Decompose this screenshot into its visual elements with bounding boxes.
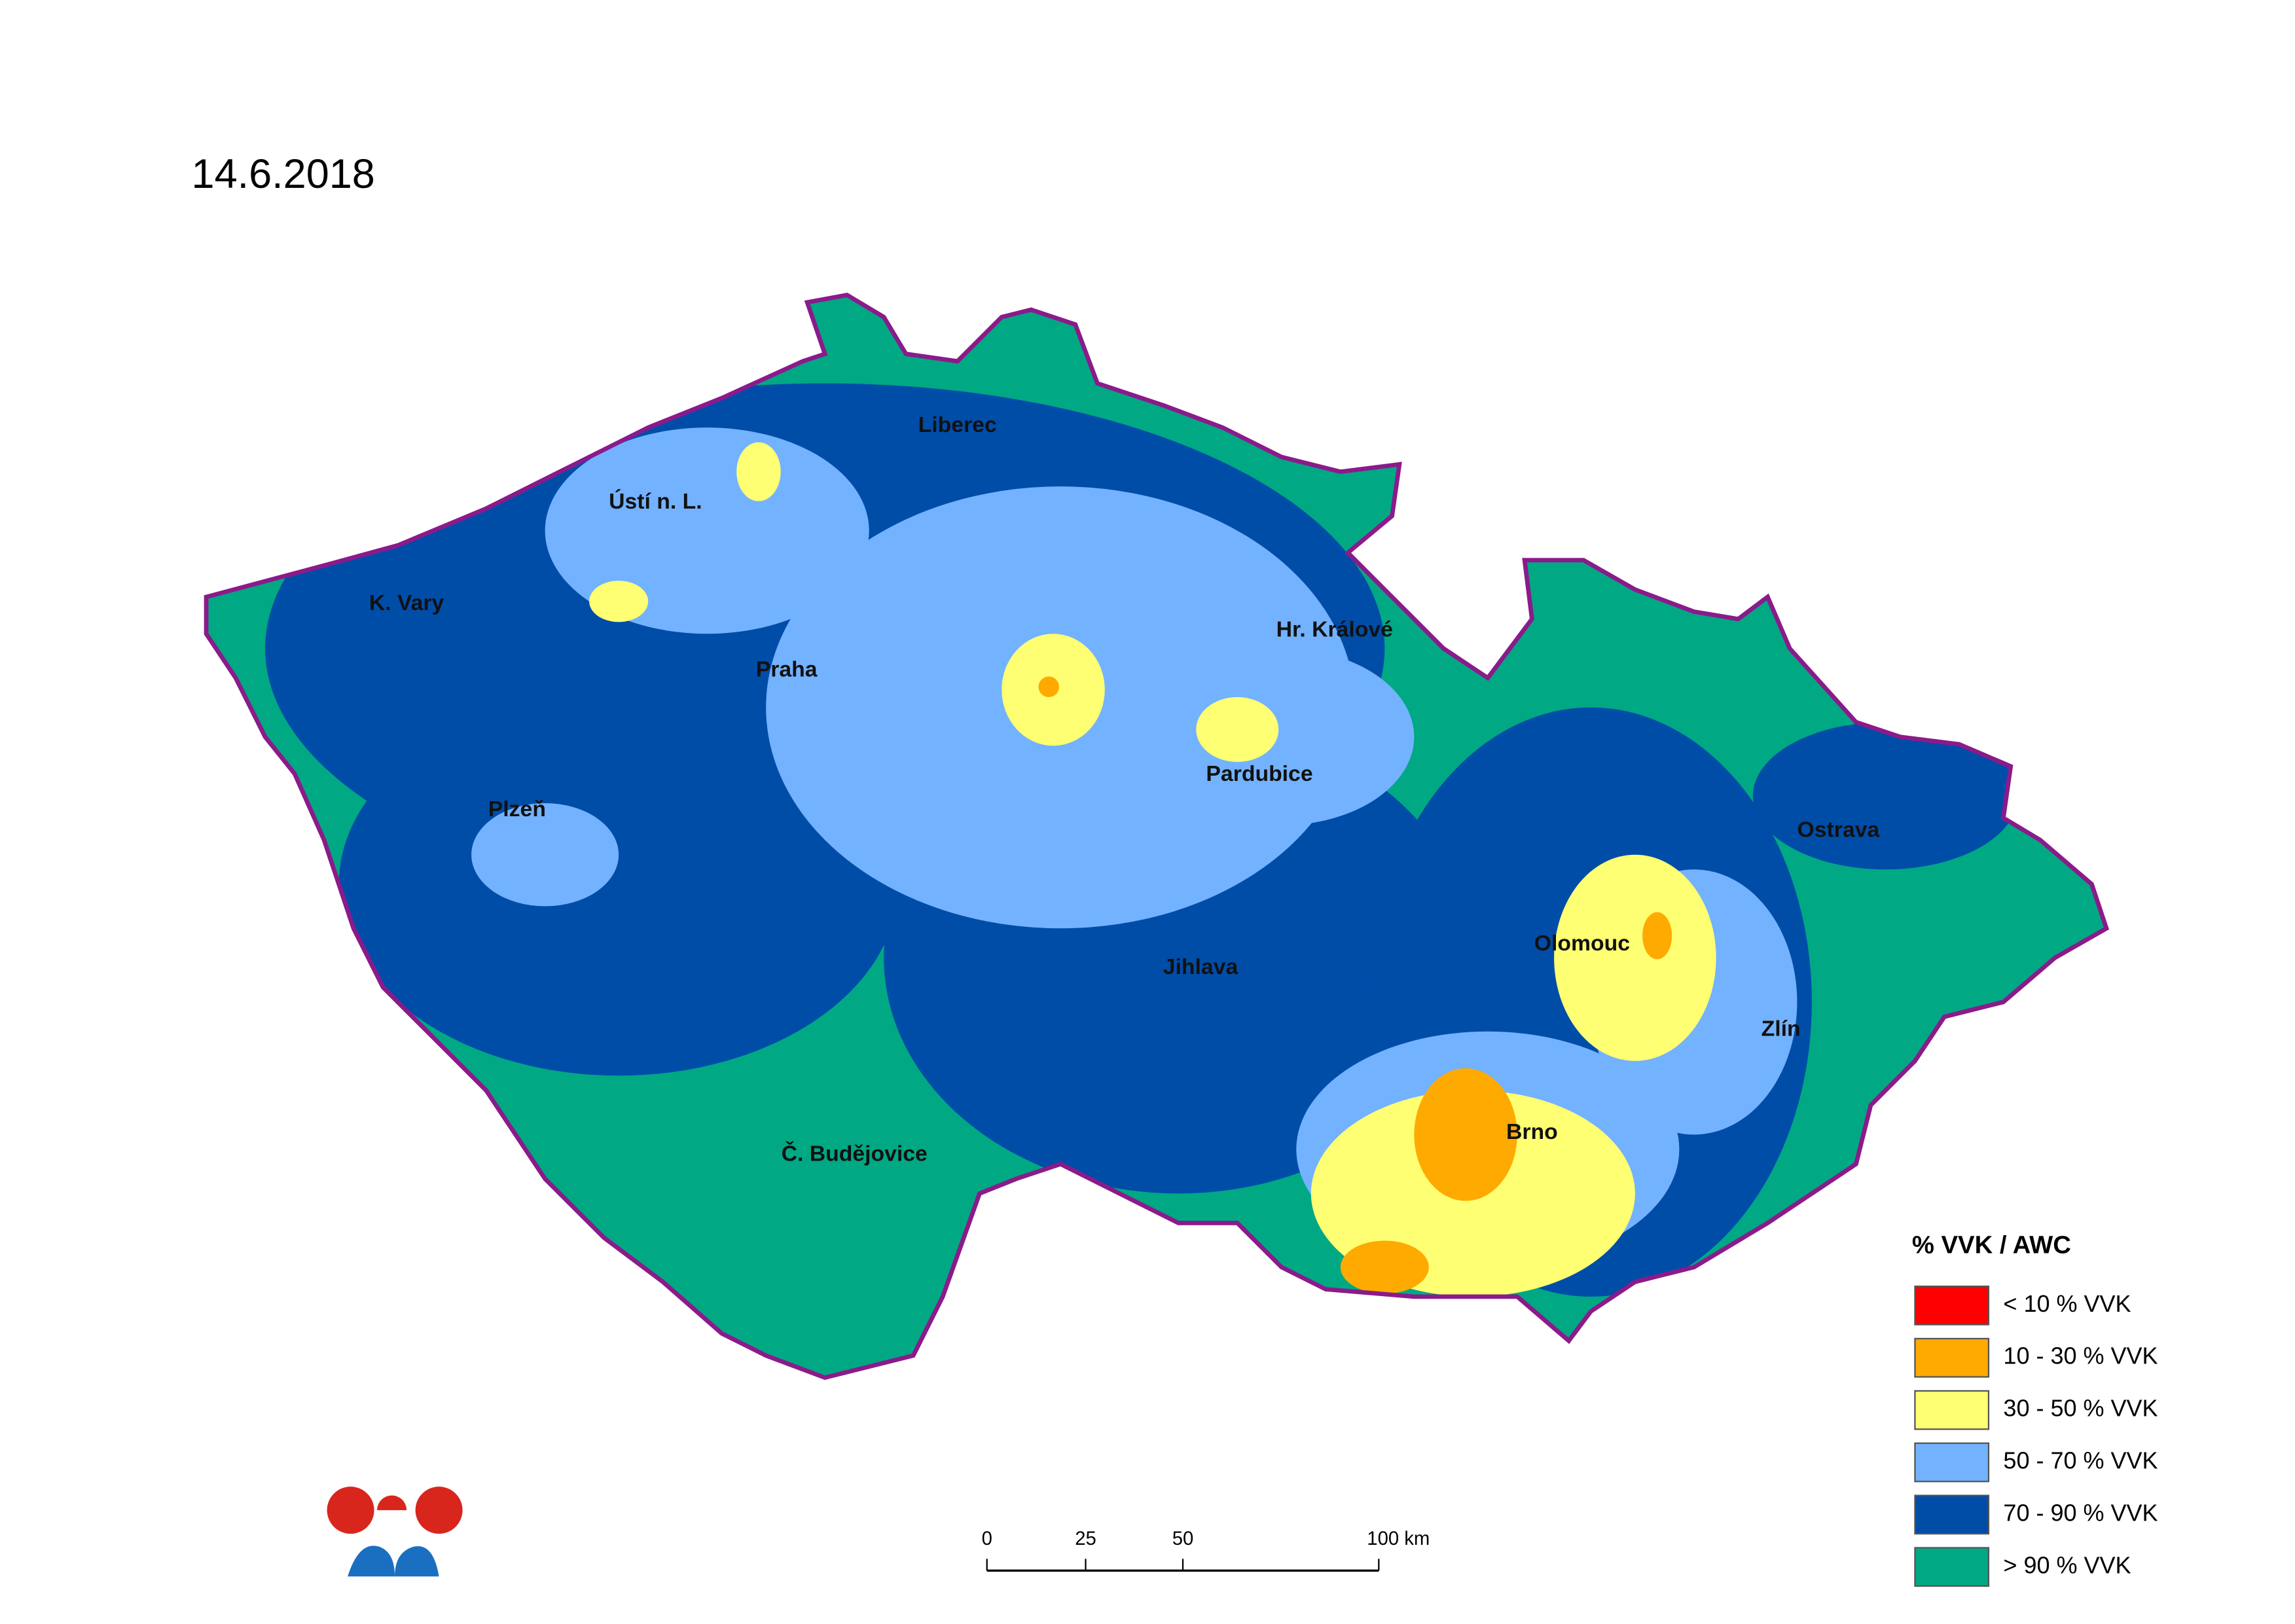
legend-label: 10 - 30 % VVK <box>2003 1343 2158 1369</box>
city-label: Plzeň <box>488 797 546 821</box>
map-date: 14.6.2018 <box>192 151 375 197</box>
city-label: Č. Budějovice <box>782 1141 928 1166</box>
city-label: Praha <box>756 657 818 681</box>
legend-swatch <box>1914 1494 1990 1535</box>
legend-label: 50 - 70 % VVK <box>2003 1447 2158 1474</box>
city-label: K. Vary <box>369 590 444 615</box>
legend-swatch <box>1914 1547 1990 1587</box>
legend-label: > 90 % VVK <box>2003 1551 2131 1578</box>
city-label: Ústí n. L. <box>609 489 702 514</box>
city-label: Zlín <box>1762 1016 1801 1041</box>
legend-label: < 10 % VVK <box>2003 1290 2131 1317</box>
legend-swatch <box>1914 1390 1990 1430</box>
legend-title: % VVK / AWC <box>1912 1231 2071 1259</box>
scale-label: 25 <box>1075 1528 1096 1549</box>
legend-swatch <box>1914 1442 1990 1483</box>
city-label: Pardubice <box>1206 761 1312 786</box>
city-label: Olomouc <box>1534 931 1630 956</box>
logo <box>327 1487 463 1577</box>
city-label: Hr. Králové <box>1276 617 1393 642</box>
city-label: Ostrava <box>1798 818 1880 842</box>
city-label: Jihlava <box>1163 954 1238 979</box>
legend: % VVK / AWC < 10 % VVK 10 - 30 % VVK 30 - … <box>1912 1231 2158 1587</box>
legend-label: 70 - 90 % VVK <box>2003 1499 2158 1526</box>
scale-label: 0 <box>982 1528 992 1549</box>
scale-bar: 0 25 50 100 km <box>982 1528 1430 1572</box>
city-label: Brno <box>1506 1119 1558 1144</box>
scale-label: 100 km <box>1367 1528 1430 1549</box>
city-label: Liberec <box>918 412 997 437</box>
scale-label: 50 <box>1172 1528 1194 1549</box>
legend-swatch <box>1914 1337 1990 1378</box>
legend-swatch <box>1914 1285 1990 1326</box>
legend-label: 30 - 50 % VVK <box>2003 1395 2158 1422</box>
city-labels: Liberec Ústí n. L. K. Vary Praha Hr. Králové… <box>369 412 1880 1166</box>
